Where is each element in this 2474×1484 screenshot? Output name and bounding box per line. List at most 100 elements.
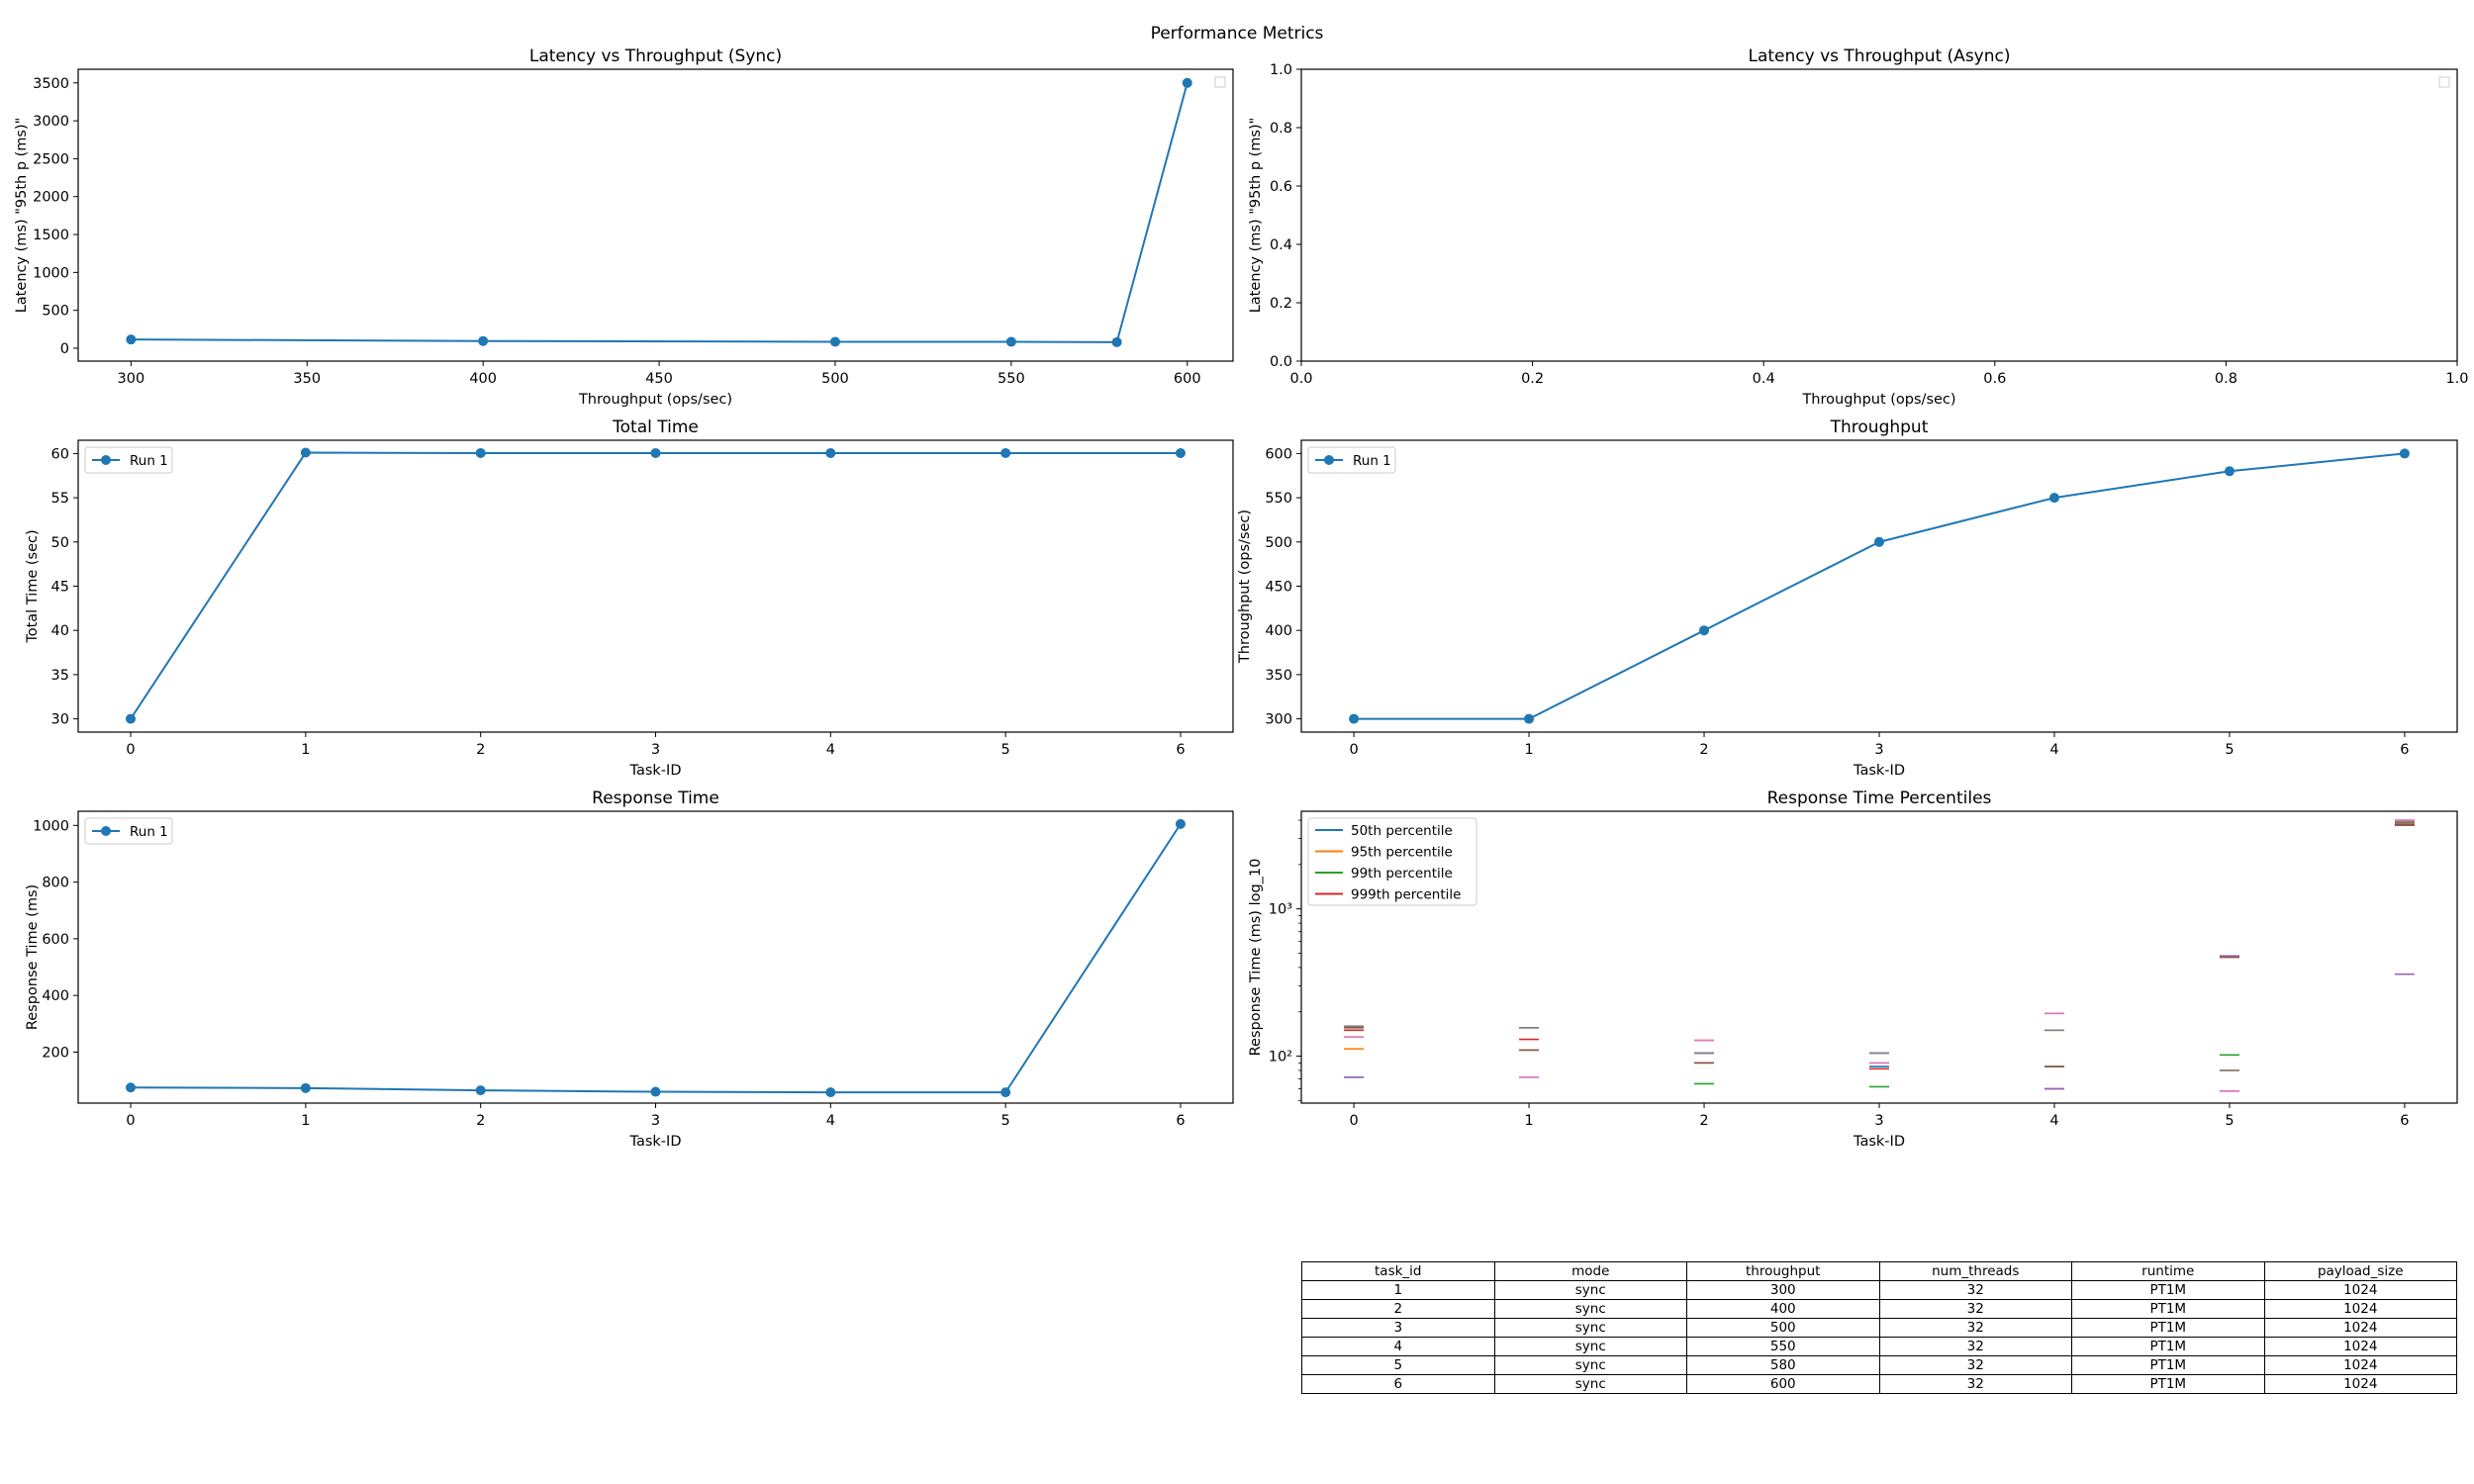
- data-point: [1111, 336, 1122, 347]
- y-tick-label: 30: [51, 712, 69, 728]
- table-cell: 32: [1878, 1318, 2072, 1338]
- table-header: runtime: [2071, 1261, 2265, 1281]
- data-point: [1175, 447, 1186, 458]
- y-tick-label: 0.2: [1270, 296, 1292, 312]
- table-cell: PT1M: [2071, 1374, 2265, 1394]
- table-header-row: task_id mode throughput num_threads runt…: [1301, 1261, 2457, 1281]
- x-axis-label: Throughput (ops/sec): [1801, 392, 1955, 408]
- x-axis-label: Throughput (ops/sec): [578, 392, 732, 408]
- y-tick-label: 35: [51, 668, 69, 684]
- y-tick-label: 600: [42, 932, 69, 948]
- legend-label: 99th percentile: [1351, 866, 1453, 881]
- y-tick-label: 50: [51, 535, 69, 551]
- data-point: [1349, 713, 1360, 724]
- table-cell: sync: [1493, 1355, 1687, 1375]
- table-cell: PT1M: [2071, 1280, 2265, 1300]
- data-point: [1874, 536, 1884, 547]
- y-tick-label: 10²: [1269, 1050, 1292, 1066]
- y-tick-label: 600: [1265, 446, 1292, 462]
- table-cell: PT1M: [2071, 1337, 2265, 1356]
- y-tick-label: 60: [51, 446, 69, 462]
- table-cell: 32: [1878, 1337, 2072, 1356]
- y-tick-label: 2500: [33, 151, 69, 167]
- table-cell: 1024: [2263, 1355, 2457, 1375]
- data-point: [475, 447, 486, 458]
- data-point: [1524, 713, 1535, 724]
- chart-async: 0.0 0.2 0.4 0.6 0.8 1.0 0.0 0.2 0.4 0.6 0.8 1.0 Late…: [1248, 46, 2469, 408]
- table-header: num_threads: [1878, 1261, 2072, 1281]
- x-tick-label: 3: [651, 1113, 660, 1129]
- x-tick-label: 0.6: [1983, 371, 2006, 387]
- x-tick-label: 0: [1349, 742, 1358, 758]
- table-cell: 2: [1301, 1299, 1495, 1319]
- chart-title: Latency vs Throughput (Async): [1748, 46, 2010, 66]
- y-tick-label: 45: [51, 580, 69, 596]
- data-table: task_id mode throughput num_threads runt…: [1301, 1261, 2457, 1394]
- table-cell: 32: [1878, 1355, 2072, 1375]
- data-point: [650, 447, 661, 458]
- table-row: 3 sync 500 32 PT1M 1024: [1301, 1318, 2457, 1338]
- x-tick-label: 1: [301, 1113, 310, 1129]
- y-tick-label: 300: [1265, 712, 1292, 728]
- y-axis-label: Latency (ms) "95th p (ms)": [14, 118, 30, 314]
- x-tick-label: 5: [1001, 1113, 1010, 1129]
- x-tick-label: 1: [301, 742, 310, 758]
- table-cell: sync: [1493, 1337, 1687, 1356]
- table-cell: 4: [1301, 1337, 1495, 1356]
- x-axis-label: Task-ID: [1853, 1134, 1905, 1150]
- data-point: [126, 334, 137, 345]
- data-point: [126, 713, 137, 724]
- y-tick-label: 800: [42, 876, 69, 891]
- y-tick-label: 0: [60, 341, 69, 357]
- chart-sync: 300 350 400 450 500 550 600 0 500 1000 1500 2000 250…: [14, 46, 1234, 408]
- data-point: [2048, 493, 2059, 504]
- chart-pct: 0 1 2 3 4 5 6 10² 10³ Response Time Percentiles Ta…: [1248, 788, 2458, 1150]
- x-tick-label: 2: [476, 742, 485, 758]
- legend-label: 95th percentile: [1351, 845, 1453, 861]
- y-tick-label: 200: [42, 1045, 69, 1061]
- y-tick-label: 550: [1265, 491, 1292, 507]
- legend-box: [84, 446, 173, 474]
- data-point: [475, 1085, 486, 1096]
- x-tick-label: 6: [1176, 1113, 1185, 1129]
- y-axis-label: Throughput (ops/sec): [1237, 510, 1253, 664]
- legend-label: 50th percentile: [1351, 823, 1453, 839]
- y-tick-label: 1000: [33, 818, 69, 834]
- series-line: [131, 82, 1189, 343]
- chart-resp: 0 1 2 3 4 5 6 200 400 600 800 1000 Response Time Task…: [25, 788, 1234, 1150]
- y-axis-label: Response Time (ms) log_10: [1248, 859, 1264, 1057]
- data-point: [1699, 625, 1710, 636]
- legend-box: [1307, 446, 1396, 474]
- data-point: [2399, 448, 2410, 459]
- x-tick-label: 6: [1176, 742, 1185, 758]
- y-tick-label: 500: [42, 304, 69, 320]
- x-tick-label: 2: [1699, 1113, 1708, 1129]
- y-tick-label: 1500: [33, 228, 69, 243]
- table-cell: 1024: [2263, 1299, 2457, 1319]
- chart-title: Total Time: [612, 417, 699, 437]
- y-tick-label: 0.6: [1270, 179, 1292, 195]
- table-row: 6 sync 600 32 PT1M 1024: [1301, 1374, 2457, 1394]
- table-cell: 550: [1686, 1337, 1880, 1356]
- x-tick-label: 450: [645, 371, 673, 387]
- chart-title: Throughput: [1830, 417, 1929, 437]
- data-point: [1005, 336, 1016, 347]
- x-tick-label: 1.0: [2445, 371, 2468, 387]
- legend: Run 1: [84, 817, 173, 845]
- data-point: [829, 336, 840, 347]
- data-point: [126, 1082, 137, 1093]
- data-point: [2224, 466, 2235, 477]
- legend: 50th percentile 95th percentile 99th perce…: [1307, 817, 1477, 906]
- empty-legend: [2438, 76, 2450, 88]
- chart-thr: 0 1 2 3 4 5 6 300 350 400 450 500 550 600 Throughput Ta…: [1237, 417, 2458, 779]
- table-cell: PT1M: [2071, 1355, 2265, 1375]
- legend-label: Run 1: [130, 453, 168, 469]
- x-tick-label: 4: [826, 1113, 835, 1129]
- x-tick-label: 0.0: [1289, 371, 1312, 387]
- table-header: task_id: [1301, 1261, 1495, 1281]
- y-axis-label: Latency (ms) "95th p (ms)": [1248, 118, 1264, 314]
- y-tick-label: 55: [51, 491, 69, 507]
- data-point: [1000, 447, 1011, 458]
- table-cell: 1024: [2263, 1374, 2457, 1394]
- table-cell: 300: [1686, 1280, 1880, 1300]
